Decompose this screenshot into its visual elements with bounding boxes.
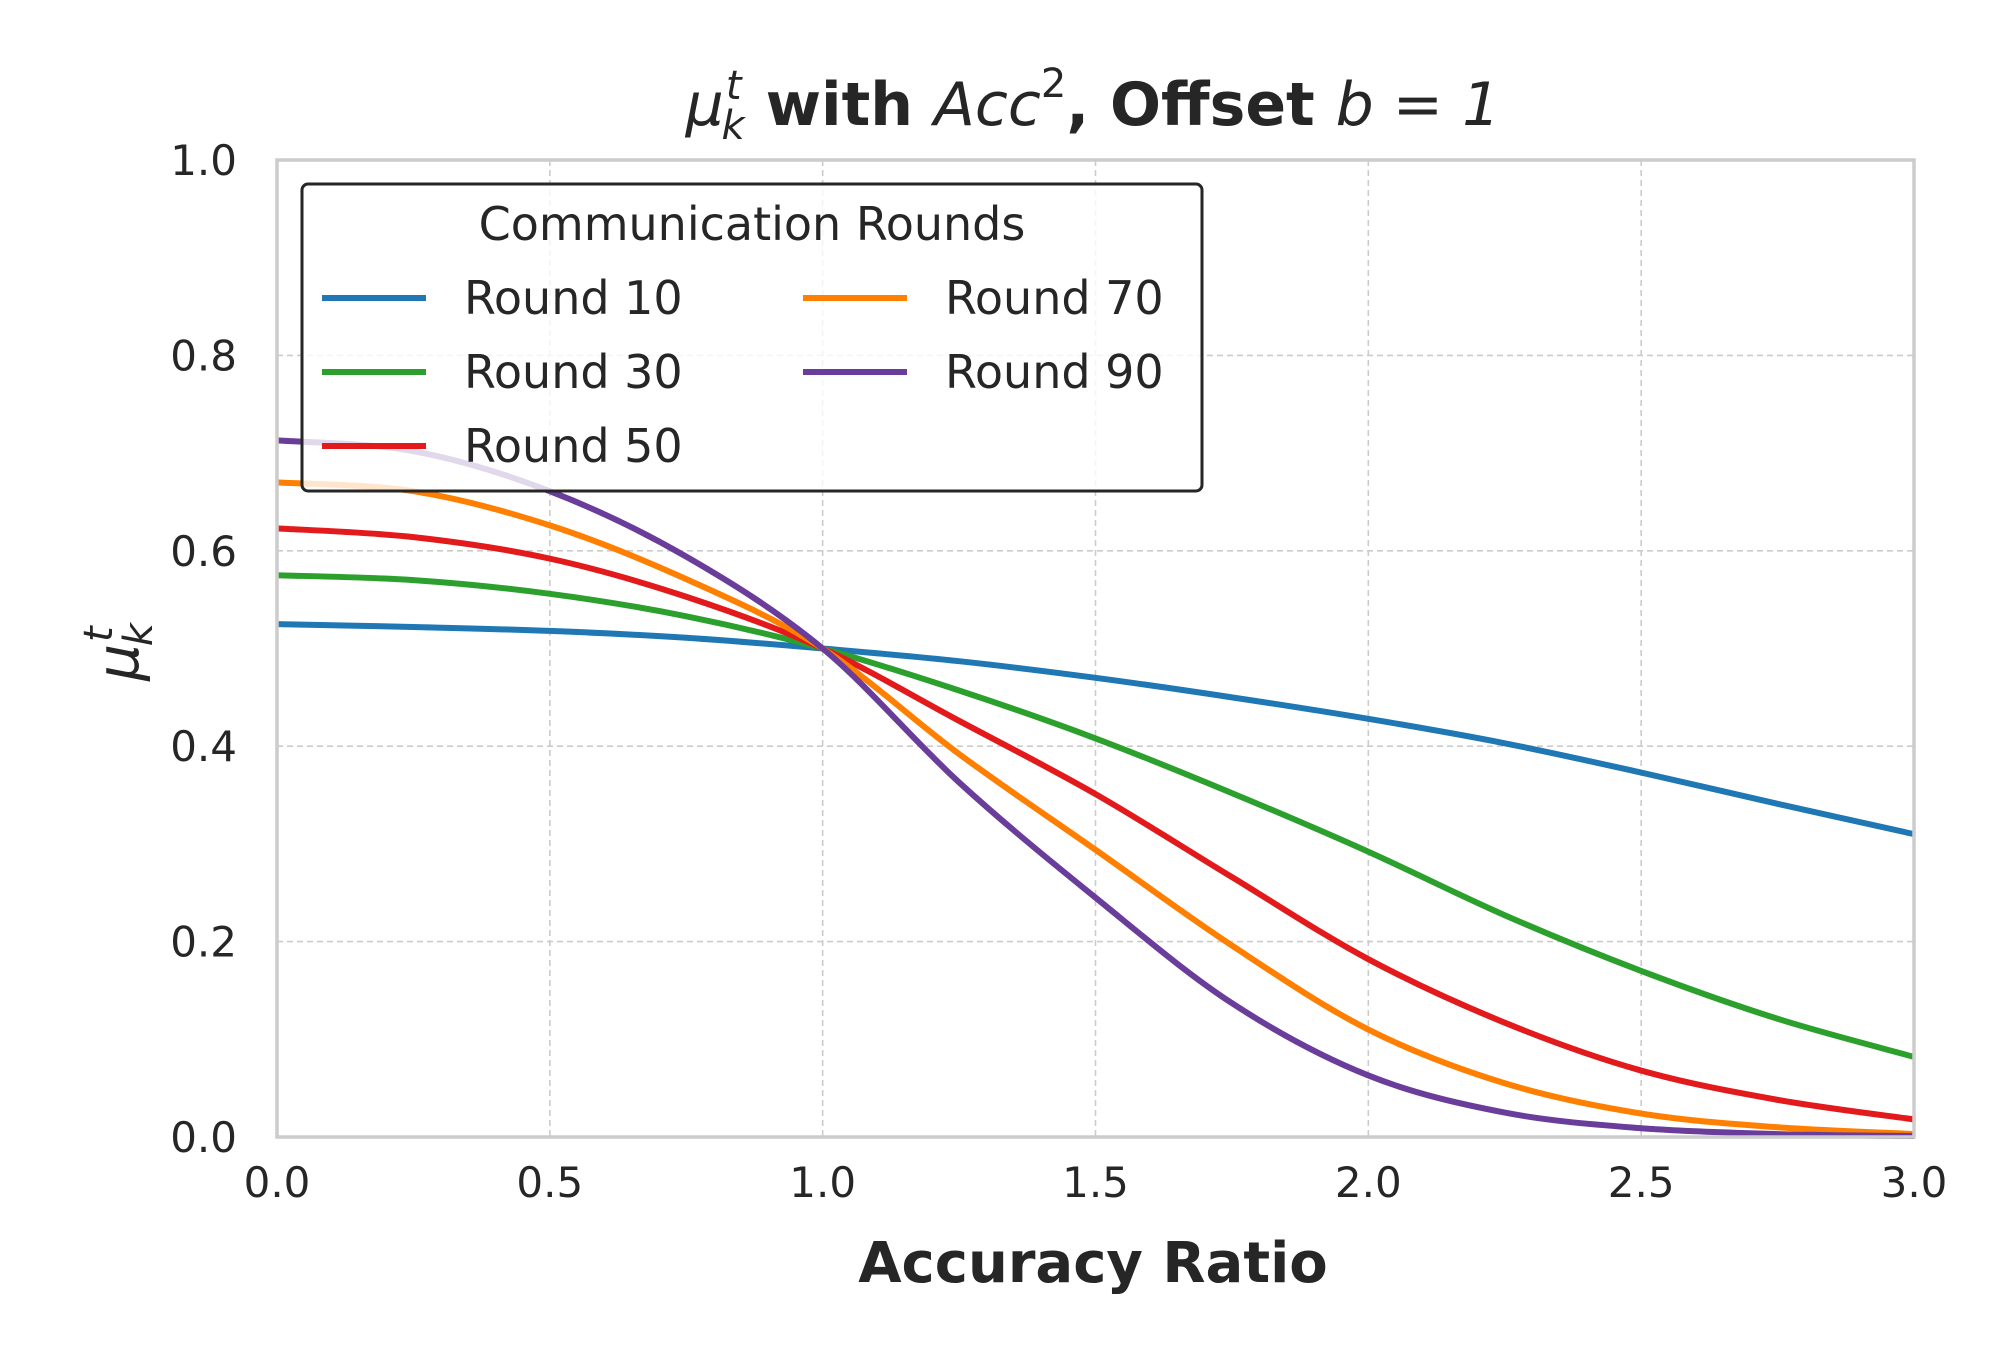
y-tick-label: 0.6 (170, 527, 237, 576)
y-tick-label: 0.0 (170, 1113, 237, 1162)
legend-entries: Round 10 Round 30 Round 50 Round 70 Round 90 (322, 271, 1164, 473)
chart-title: μt k with Acc2, Offset b = 1 (685, 61, 1501, 149)
legend-label-round-70: Round 70 (945, 271, 1164, 325)
x-axis-label: Accuracy Ratio (858, 1231, 1328, 1296)
x-tick-label: 1.5 (1062, 1158, 1129, 1207)
y-axis-label: μtk (76, 621, 162, 682)
series-line-round-70 (276, 479, 1915, 1138)
legend-title: Communication Rounds (479, 197, 1026, 251)
tick-labels: 0.0 0.5 1.0 1.5 2.0 2.5 3.0 0.0 0.2 0.4 0.6 0.8 1.0 (170, 136, 1947, 1207)
y-tick-label: 0.8 (170, 331, 237, 380)
x-tick-label: 3.0 (1881, 1158, 1948, 1207)
series-line-round-90 (276, 437, 1915, 1140)
y-tick-label: 0.2 (170, 918, 237, 967)
legend-label-round-90: Round 90 (945, 345, 1164, 399)
y-tick-label: 1.0 (170, 136, 237, 185)
x-tick-label: 0.0 (244, 1158, 311, 1207)
plot-frame (275, 158, 1916, 1139)
x-tick-label: 2.5 (1608, 1158, 1675, 1207)
legend-label-round-10: Round 10 (464, 271, 683, 325)
legend-label-round-30: Round 30 (464, 345, 683, 399)
series-line-round-30 (276, 572, 1915, 1060)
x-tick-label: 1.0 (789, 1158, 856, 1207)
series-line-round-50 (276, 525, 1915, 1123)
y-tick-label: 0.4 (170, 722, 237, 771)
legend-box (300, 182, 1204, 493)
series-line-round-10 (276, 621, 1915, 838)
x-tick-label: 0.5 (516, 1158, 583, 1207)
x-tick-label: 2.0 (1335, 1158, 1402, 1207)
series-lines (276, 437, 1915, 1140)
legend-label-round-50: Round 50 (464, 419, 683, 473)
